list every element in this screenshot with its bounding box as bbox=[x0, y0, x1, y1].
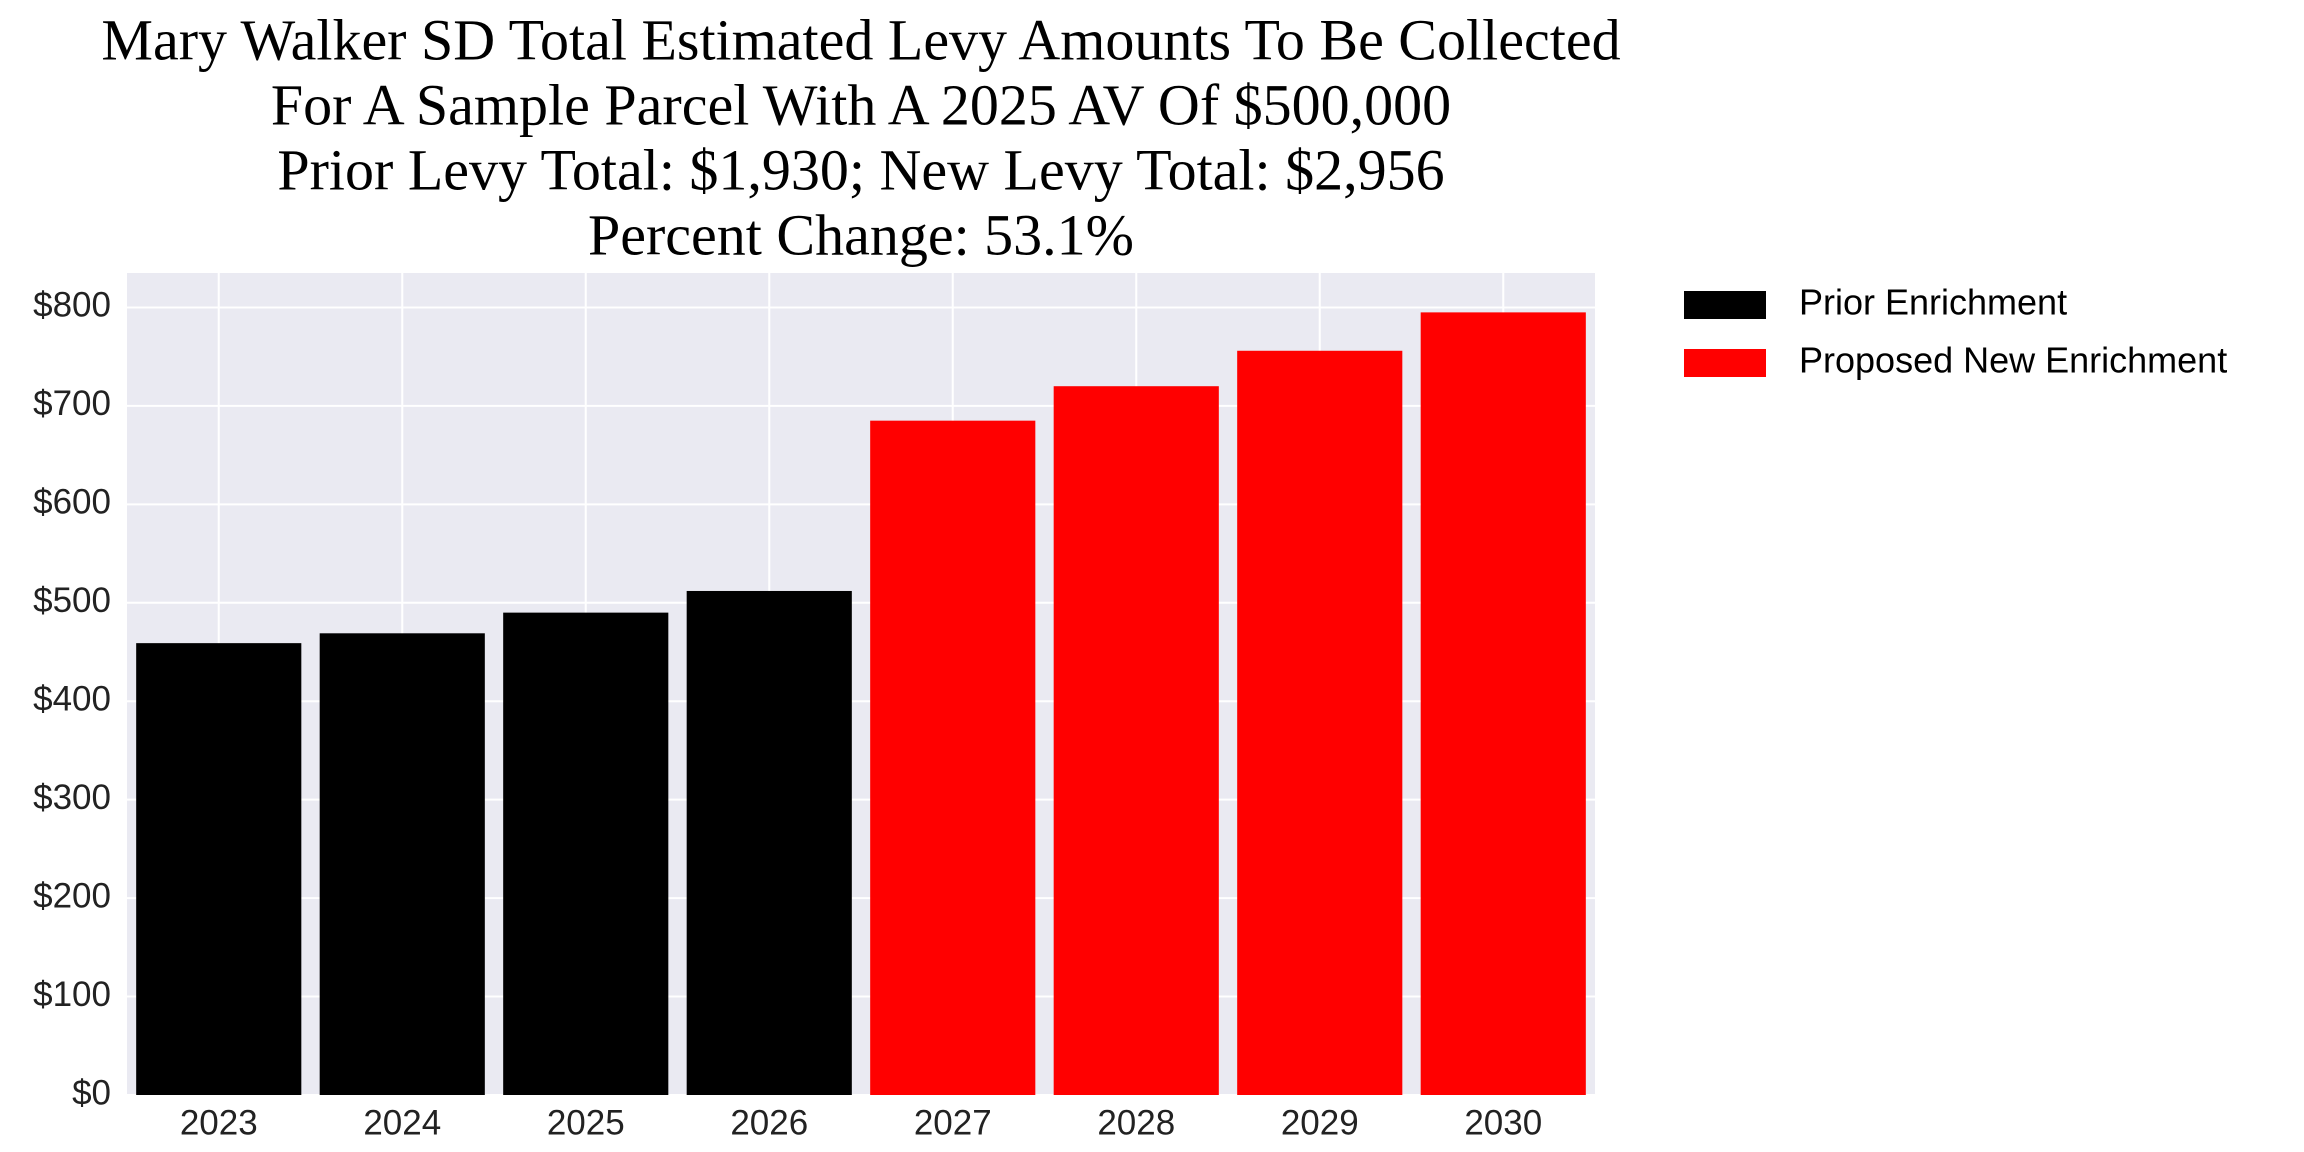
y-tick-label: $600 bbox=[33, 483, 111, 522]
x-tick-label: 2025 bbox=[547, 1103, 625, 1142]
x-tick-label: 2027 bbox=[914, 1103, 992, 1142]
bar bbox=[1420, 312, 1586, 1095]
x-tick-label: 2028 bbox=[1097, 1103, 1175, 1142]
y-tick-label: $300 bbox=[33, 778, 111, 817]
legend-label: Proposed New Enrichment bbox=[1799, 340, 2227, 381]
y-tick-label: $200 bbox=[33, 876, 111, 915]
y-tick-label: $500 bbox=[33, 581, 111, 620]
bar bbox=[686, 590, 852, 1095]
x-tick-label: 2030 bbox=[1464, 1103, 1542, 1142]
legend-swatch bbox=[1684, 349, 1766, 377]
chart-title: For A Sample Parcel With A 2025 AV Of $5… bbox=[271, 72, 1451, 137]
y-tick-label: $800 bbox=[33, 286, 111, 325]
chart-title: Mary Walker SD Total Estimated Levy Amou… bbox=[101, 7, 1620, 72]
x-tick-label: 2026 bbox=[730, 1103, 808, 1142]
x-tick-label: 2023 bbox=[180, 1103, 258, 1142]
bar bbox=[136, 643, 302, 1095]
y-tick-label: $100 bbox=[33, 975, 111, 1014]
chart-title: Percent Change: 53.1% bbox=[588, 202, 1134, 267]
bar bbox=[1053, 386, 1219, 1095]
y-tick-label: $0 bbox=[72, 1073, 111, 1112]
chart-title: Prior Levy Total: $1,930; New Levy Total… bbox=[277, 137, 1444, 202]
legend-label: Prior Enrichment bbox=[1799, 282, 2067, 323]
x-tick-label: 2029 bbox=[1281, 1103, 1359, 1142]
bar bbox=[503, 612, 669, 1095]
x-tick-label: 2024 bbox=[363, 1103, 441, 1142]
legend-swatch bbox=[1684, 291, 1766, 319]
y-tick-label: $400 bbox=[33, 679, 111, 718]
y-tick-label: $700 bbox=[33, 384, 111, 423]
bar bbox=[870, 420, 1036, 1095]
bar bbox=[1237, 350, 1403, 1096]
bar bbox=[319, 633, 485, 1095]
